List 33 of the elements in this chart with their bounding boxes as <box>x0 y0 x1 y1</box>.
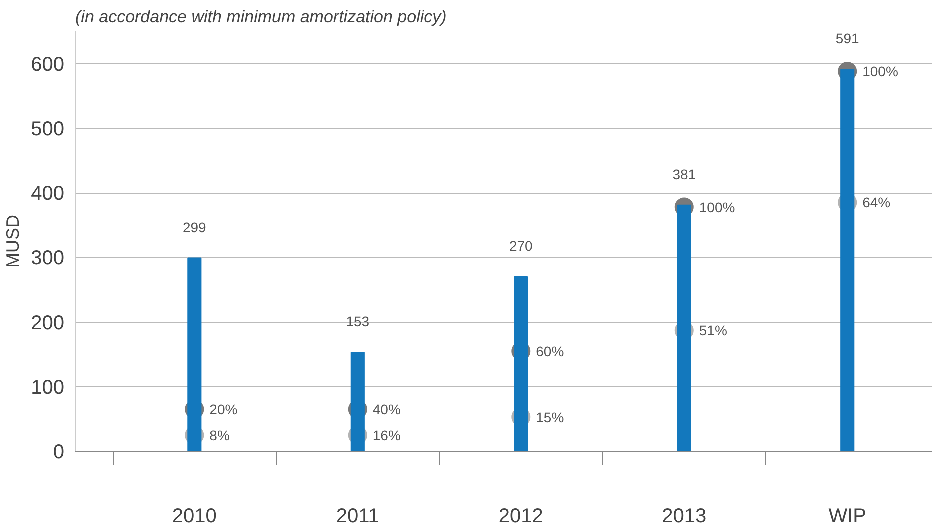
annotation: 100% <box>699 199 736 216</box>
chart-subtitle: (in accordance with minimum amortization policy) <box>76 8 447 26</box>
x-tick-label: 2010 <box>172 506 217 528</box>
annotation: 20% <box>210 402 238 418</box>
y-tick-label: 500 <box>31 118 65 140</box>
y-tick-label: 100 <box>31 376 65 399</box>
annotation: 64% <box>862 194 891 211</box>
data-label: 153 <box>346 314 370 330</box>
annotation: 40% <box>372 402 401 418</box>
bar <box>188 258 202 452</box>
data-label: 381 <box>672 166 696 182</box>
annotation: 100% <box>862 64 898 80</box>
data-label: 270 <box>509 238 534 254</box>
bar <box>514 276 528 452</box>
y-tick-label: 200 <box>31 312 65 334</box>
y-tick-label: 300 <box>31 248 65 270</box>
y-axis-title: MUSD <box>3 215 24 268</box>
annotation: 15% <box>536 409 564 426</box>
annotation: 16% <box>372 427 401 444</box>
x-tick-label: 2011 <box>336 506 380 528</box>
bar <box>677 204 692 452</box>
annotation: 8% <box>210 427 230 444</box>
annotation: 51% <box>699 322 728 339</box>
data-label: 299 <box>182 219 207 236</box>
annotation: 60% <box>536 343 564 360</box>
y-tick-label: 400 <box>31 183 65 206</box>
x-tick-label: 2012 <box>498 506 544 528</box>
bar <box>840 69 855 452</box>
y-tick-label: 600 <box>31 54 65 76</box>
x-tick-label: 2013 <box>662 506 707 528</box>
data-label: 591 <box>836 30 860 47</box>
x-tick-label: WIP <box>828 506 867 528</box>
y-tick-label: 0 <box>53 442 64 464</box>
